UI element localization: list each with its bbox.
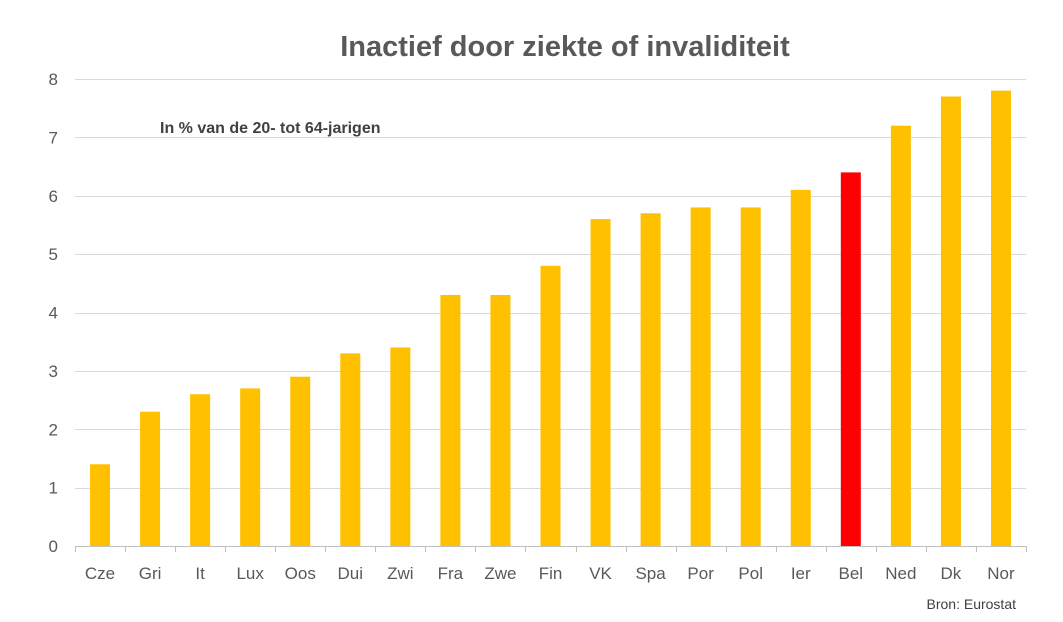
bar-dk [940,96,961,546]
y-tick-label: 1 [49,479,58,498]
bar-ned [890,125,911,546]
y-tick-label: 6 [49,187,58,206]
x-axis-tick-labels: Cze Gri It Lux Oos Dui Zwi Fra Zwe Fin VK Spa Por Pol… [85,564,1015,583]
x-axis [75,546,1027,552]
y-tick-label: 0 [49,537,58,556]
bar-gri [140,411,161,546]
bar-oos [290,376,311,546]
y-axis-tick-labels: 0 1 2 3 4 5 6 7 8 [49,70,58,556]
bar-zwi [390,347,411,546]
bar-por [690,207,711,547]
chart-subtitle: In % van de 20- tot 64-jarigen [160,120,381,137]
bar-fin [540,265,561,546]
x-tick-label: Dui [338,564,364,583]
bar-bel [840,172,861,546]
x-tick-label: Ned [885,564,916,583]
x-tick-label: Pol [738,564,763,583]
x-tick-label: Fin [539,564,563,583]
x-tick-label: Ier [791,564,811,583]
bar-dui [340,353,361,546]
bar-ier [790,189,811,546]
bar-zwe [490,294,511,546]
x-tick-label: It [195,564,205,583]
x-tick-label: Lux [236,564,264,583]
y-tick-label: 2 [49,420,58,439]
x-tick-label: Dk [941,564,962,583]
x-tick-label: Oos [285,564,316,583]
y-tick-label: 5 [49,245,58,264]
x-tick-label: Fra [438,564,464,583]
x-tick-label: Zwe [484,564,516,583]
source-note: Bron: Eurostat [927,596,1017,612]
y-tick-label: 3 [49,362,58,381]
x-tick-label: Spa [635,564,666,583]
bar-vk [590,219,611,546]
bars [90,90,1011,547]
bar-cze [90,464,111,546]
chart-title: Inactief door ziekte of invaliditeit [340,31,790,63]
bar-spa [640,213,661,546]
bar-nor [990,90,1011,547]
x-tick-label: Bel [839,564,864,583]
x-tick-label: Nor [987,564,1015,583]
y-tick-label: 8 [49,70,58,89]
bar-pol [740,207,761,547]
x-tick-label: VK [589,564,612,583]
x-tick-label: Gri [139,564,162,583]
y-tick-label: 4 [49,304,58,323]
x-tick-label: Cze [85,564,115,583]
y-tick-label: 7 [49,128,58,147]
bar-it [190,394,211,546]
bar-lux [240,388,261,546]
x-tick-label: Por [687,564,714,583]
bar-fra [440,294,461,546]
x-tick-label: Zwi [387,564,413,583]
